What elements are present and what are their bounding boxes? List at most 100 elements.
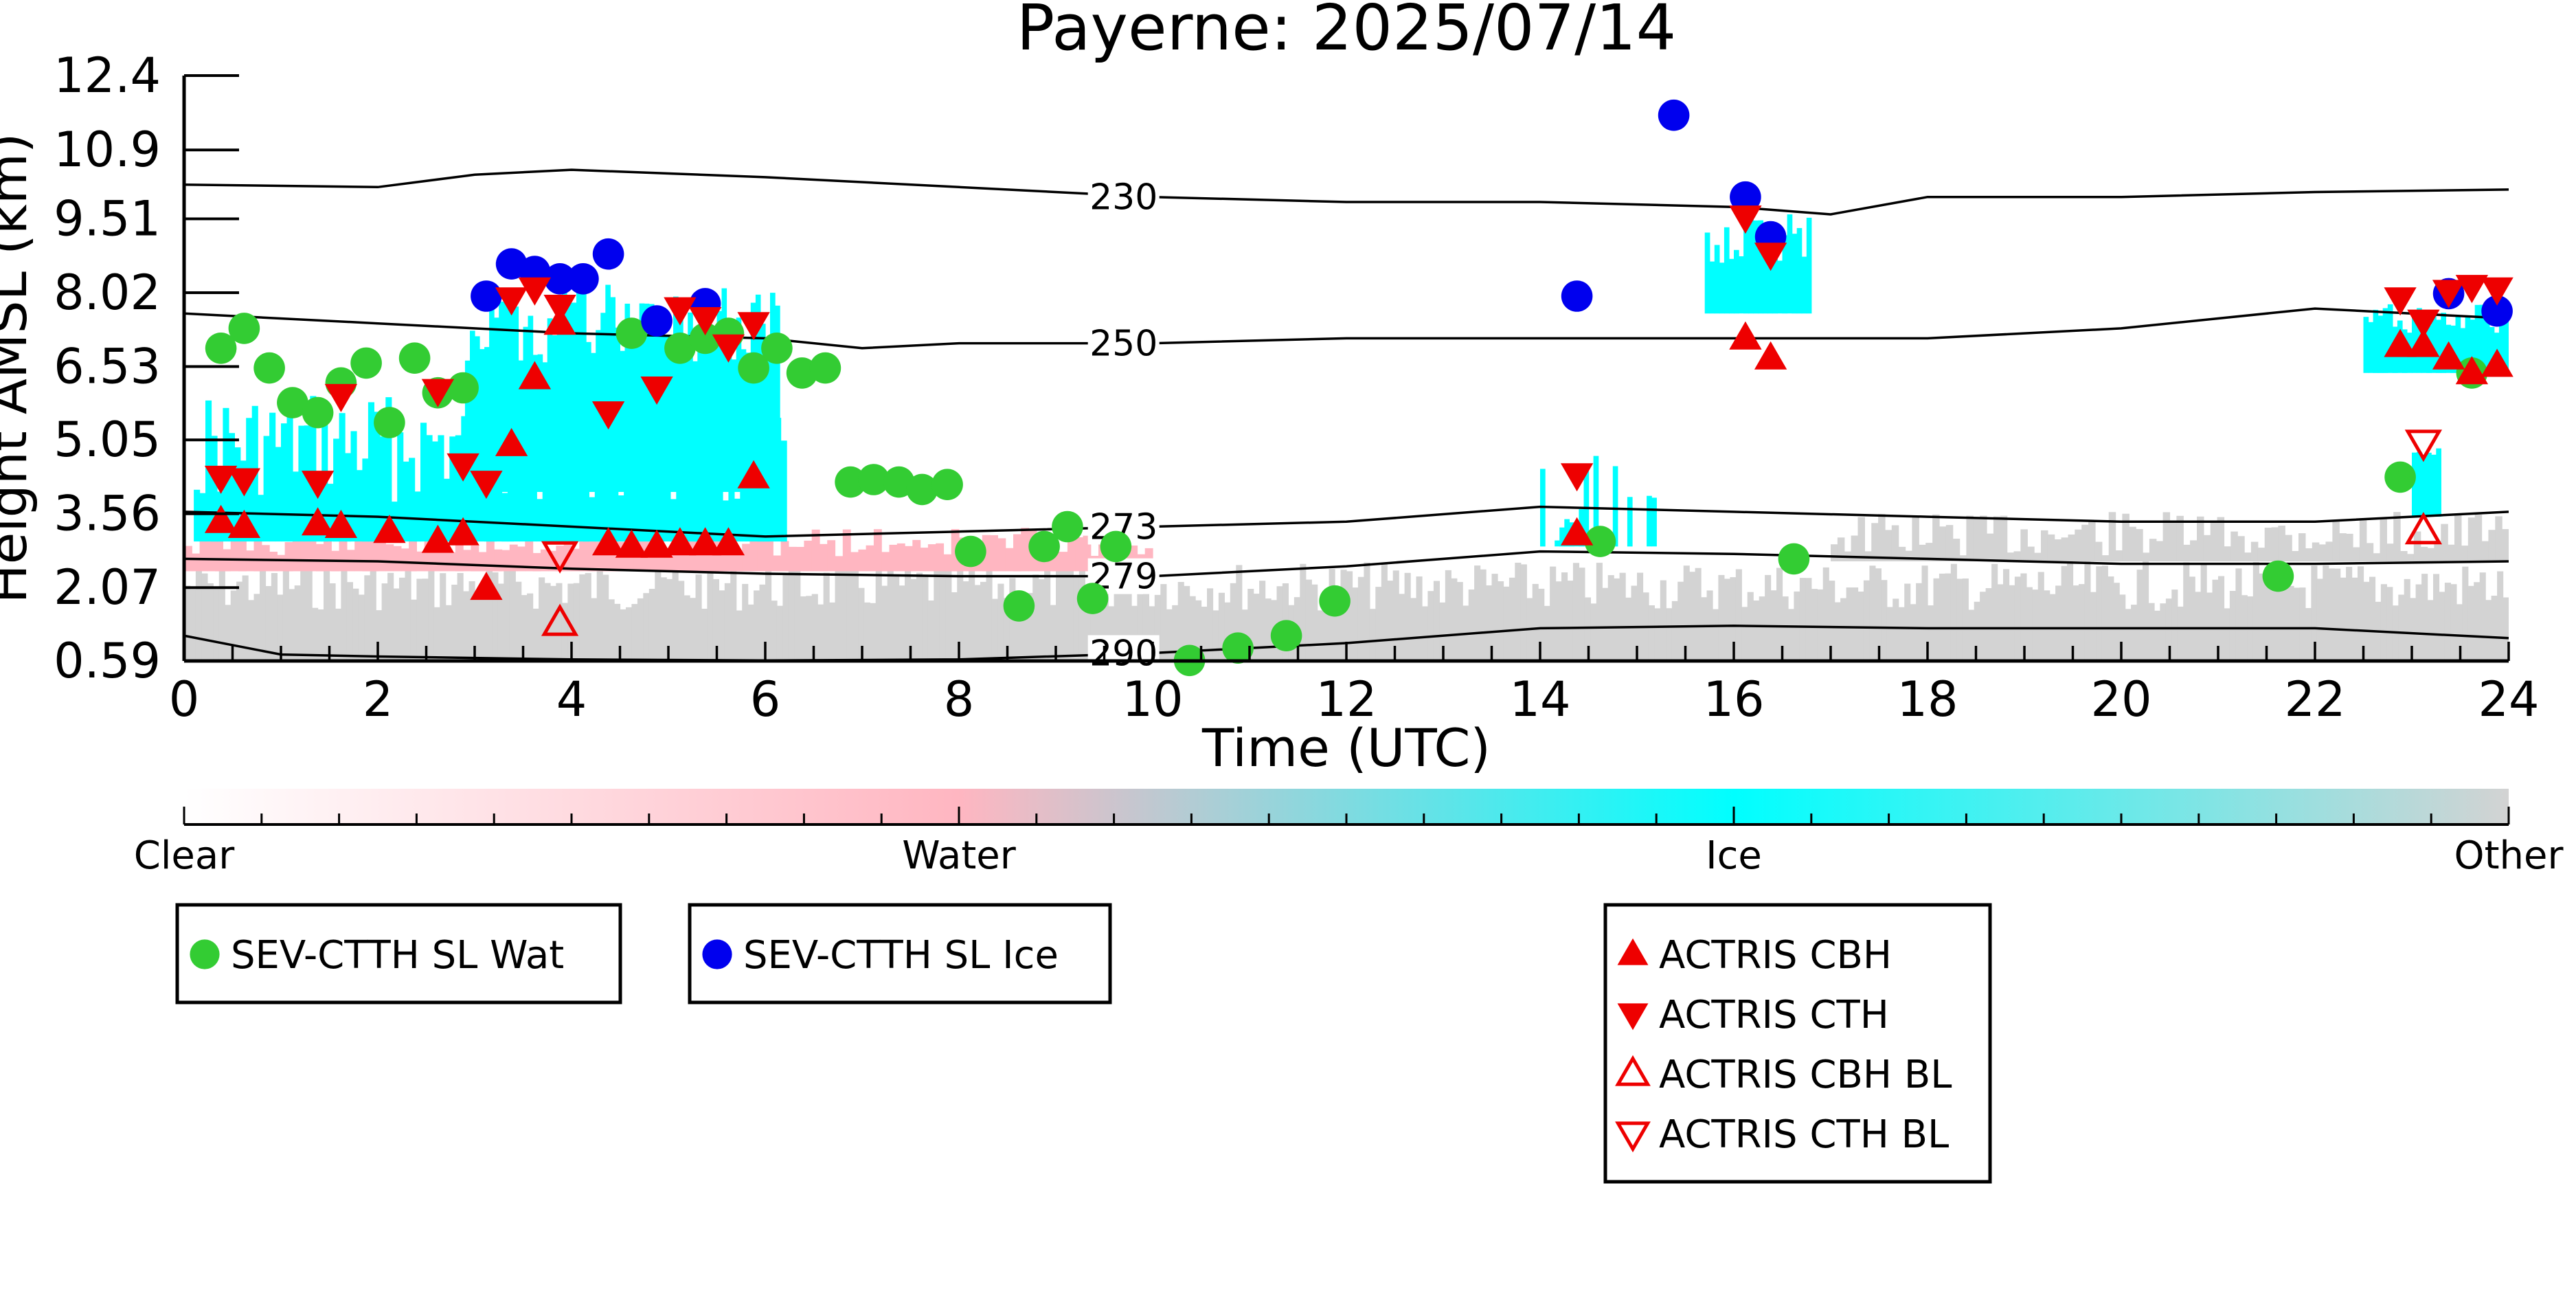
x-tick-label: 0 <box>169 671 200 728</box>
data-point <box>688 527 722 556</box>
legend-marker <box>190 939 220 969</box>
data-point <box>2384 461 2416 493</box>
x-tick-label: 14 <box>1509 671 1570 728</box>
legend-marker <box>1617 1003 1649 1031</box>
data-point <box>1222 632 1254 664</box>
data-point <box>1560 517 1594 546</box>
chart-title: Payerne: 2025/07/14 <box>1017 0 1676 65</box>
data-point <box>228 313 260 344</box>
data-point <box>495 427 528 456</box>
data-point <box>2432 280 2465 308</box>
data-point <box>688 307 722 336</box>
data-point <box>1754 243 1787 271</box>
data-point <box>2407 328 2440 357</box>
isotherm-label: 290 <box>1089 633 1157 674</box>
x-tick-label: 2 <box>363 671 394 728</box>
data-point <box>931 469 963 500</box>
legend-box: SEV-CTTH SL Ice <box>688 903 1112 1004</box>
data-point <box>1778 543 1810 575</box>
x-tick-label: 24 <box>2478 671 2539 728</box>
colorbar-ticks <box>183 807 2510 824</box>
y-tick-label: 6.53 <box>54 338 161 394</box>
x-tick-label: 4 <box>556 671 587 728</box>
data-point <box>518 361 552 390</box>
data-point <box>1730 181 1761 213</box>
data-point <box>1560 463 1594 492</box>
data-point <box>1319 585 1351 617</box>
data-point <box>447 453 479 482</box>
data-point <box>591 527 625 556</box>
data-point <box>302 396 334 429</box>
data-point <box>2432 341 2465 370</box>
data-point <box>2384 287 2417 316</box>
data-point <box>227 509 261 538</box>
isotherm-line <box>184 307 2509 350</box>
isotherm-line <box>184 505 2509 538</box>
data-point <box>324 509 358 538</box>
y-tick-label: 0.59 <box>54 633 161 689</box>
legend-label: SEV-CTTH SL Ice <box>743 933 1059 978</box>
series-1 <box>471 99 2513 337</box>
data-point <box>2455 356 2489 385</box>
data-point <box>2404 512 2443 545</box>
data-point <box>615 529 648 558</box>
data-point <box>835 466 866 498</box>
colorbar-label: Ice <box>1706 833 1762 878</box>
colorbar: Clear Water Ice Other <box>134 789 2564 878</box>
data-point <box>541 603 579 636</box>
data-point <box>761 333 793 364</box>
data-point <box>324 383 358 412</box>
data-point <box>544 263 576 295</box>
data-point <box>421 524 455 553</box>
data-point <box>1100 530 1132 563</box>
data-point <box>712 527 745 556</box>
data-point <box>1754 341 1787 370</box>
data-point <box>1052 510 1083 543</box>
legends: SEV-CTTH SL Wat SEV-CTTH SL Ice ACTRIS CBH… <box>175 903 1992 1184</box>
data-point <box>470 572 503 600</box>
colorbar-label: Clear <box>134 833 235 878</box>
y-tick-label: 8.02 <box>54 265 161 321</box>
isotherm-label: 250 <box>1089 324 1157 365</box>
series-3 <box>204 205 2513 499</box>
data-markers <box>204 99 2513 677</box>
data-point <box>2384 328 2417 357</box>
data-point <box>227 468 261 497</box>
legend-label: ACTRIS CBH BL <box>1659 1053 1952 1097</box>
isotherm-label: 230 <box>1089 177 1157 218</box>
data-point <box>664 333 696 364</box>
data-point <box>447 372 479 404</box>
legend-box: ACTRIS CBH ACTRIS CTH ACTRIS CBH BL ACTRIS … <box>1603 903 1992 1184</box>
data-point <box>470 471 503 499</box>
series-4 <box>541 512 2443 636</box>
legend-marker <box>702 939 732 969</box>
data-point <box>1561 280 1593 312</box>
data-point <box>1003 590 1035 622</box>
data-point <box>374 407 405 438</box>
isotherm-line <box>184 168 2509 216</box>
data-point <box>1028 530 1060 563</box>
y-tick-label: 9.51 <box>54 190 161 247</box>
isotherm-line <box>184 550 2509 578</box>
y-axis-ticks: 0.59 2.07 3.56 5.05 6.53 8.02 9.51 10.9 12.4 <box>54 47 239 689</box>
y-tick-label: 3.56 <box>54 486 161 542</box>
data-point <box>641 305 673 337</box>
data-point <box>2455 275 2489 304</box>
data-point <box>447 517 479 546</box>
data-point <box>592 238 624 270</box>
data-point <box>1658 99 1690 131</box>
data-point <box>2481 277 2513 306</box>
x-axis-ticks: 0 2 4 6 8 10 12 14 16 18 20 22 24 <box>169 642 2540 728</box>
data-point <box>738 352 769 384</box>
legend-label: SEV-CTTH SL Wat <box>231 933 564 978</box>
x-tick-label: 18 <box>1897 671 1958 728</box>
data-point <box>858 464 890 495</box>
legend-marker <box>1615 1055 1651 1086</box>
data-point <box>712 334 745 363</box>
data-point <box>2407 309 2440 338</box>
data-point <box>518 277 552 306</box>
colorbar-label: Other <box>2454 833 2564 878</box>
series-2 <box>204 306 2513 600</box>
data-point <box>204 465 238 494</box>
x-tick-label: 20 <box>2090 671 2151 728</box>
